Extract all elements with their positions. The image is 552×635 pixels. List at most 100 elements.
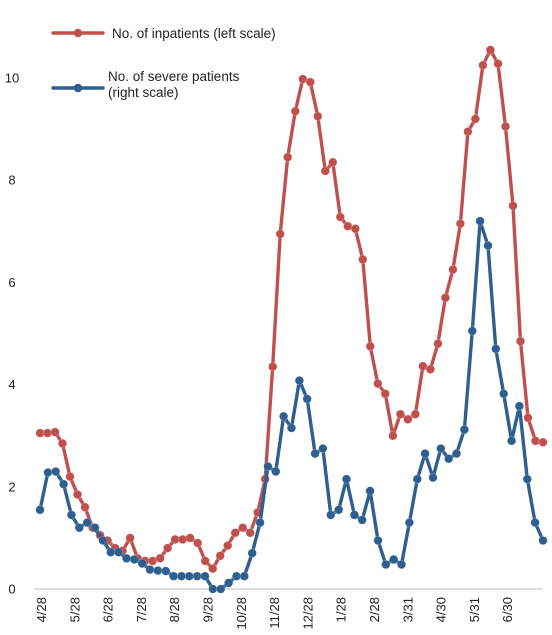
data-point <box>493 59 503 69</box>
data-point <box>216 584 226 594</box>
data-point <box>279 411 289 421</box>
data-point <box>508 201 518 211</box>
data-point <box>381 559 391 570</box>
data-point <box>499 389 509 399</box>
legend: No. of inpatients (left scale) No. of sev… <box>51 26 276 100</box>
data-point <box>178 534 188 545</box>
legend-label: No. of severe patients <box>108 69 240 84</box>
data-point <box>313 111 323 121</box>
data-point <box>538 437 548 447</box>
data-point <box>440 293 451 303</box>
x-tick-label: 12/28 <box>300 597 315 630</box>
data-point <box>72 489 83 500</box>
data-point <box>283 152 293 162</box>
data-point <box>373 535 383 546</box>
data-point <box>433 339 443 349</box>
data-point <box>231 571 242 581</box>
x-tick-label: 11/28 <box>267 597 282 629</box>
data-point <box>223 540 233 551</box>
data-point <box>404 517 415 528</box>
data-point <box>35 505 45 515</box>
data-point <box>318 443 328 454</box>
data-point <box>161 566 171 576</box>
data-point <box>176 571 187 581</box>
data-point <box>396 559 407 570</box>
data-point <box>247 548 257 558</box>
data-point <box>403 414 413 424</box>
data-point <box>305 77 315 87</box>
data-point <box>185 533 195 543</box>
data-point <box>50 427 60 437</box>
series-line <box>38 219 545 591</box>
data-point <box>388 431 398 441</box>
data-point <box>365 486 375 496</box>
x-tick-label: 6/28 <box>101 597 116 622</box>
data-point <box>310 449 320 459</box>
data-point <box>43 467 53 478</box>
x-tick-label: 2/28 <box>367 597 382 622</box>
data-point <box>275 229 285 239</box>
y-tick-label: 8 <box>8 173 15 188</box>
legend-entry: No. of severe patients(right scale) <box>51 69 240 100</box>
data-point <box>230 528 240 538</box>
legend-swatch-marker <box>73 83 83 93</box>
y-tick-label: 6 <box>8 275 15 290</box>
legend-label: No. of inpatients (left scale) <box>112 26 276 41</box>
data-point <box>200 556 210 566</box>
data-point <box>530 517 540 528</box>
legend-swatch-marker <box>73 28 83 38</box>
data-point <box>349 510 360 520</box>
data-point <box>129 554 139 565</box>
data-point <box>320 166 330 176</box>
y-tick-label: 10 <box>5 71 19 86</box>
data-point <box>455 219 466 229</box>
data-point <box>193 538 203 548</box>
data-point <box>459 425 470 435</box>
x-tick-label: 6/30 <box>500 597 515 622</box>
data-point <box>208 563 218 574</box>
data-point <box>350 224 360 234</box>
data-point <box>491 344 501 354</box>
data-point <box>475 216 485 226</box>
data-point <box>245 528 255 538</box>
data-point <box>302 394 312 404</box>
x-tick-label: 7/28 <box>134 597 149 622</box>
data-point <box>326 510 336 520</box>
data-point <box>263 461 273 472</box>
data-point <box>271 466 281 477</box>
y-tick-label: 0 <box>8 582 15 597</box>
x-tick-label: 4/30 <box>434 597 449 622</box>
x-tick-label: 3/31 <box>400 597 415 622</box>
data-point <box>239 571 249 581</box>
data-point <box>155 553 165 563</box>
data-point <box>522 474 532 484</box>
data-point <box>268 362 278 372</box>
x-tick-label: 10/28 <box>234 597 249 630</box>
data-point <box>420 449 430 459</box>
data-point <box>444 454 454 464</box>
data-point <box>255 517 265 528</box>
data-point <box>467 326 477 336</box>
data-point <box>238 523 248 533</box>
data-point <box>137 558 147 569</box>
data-point <box>530 436 541 446</box>
x-tick-label: 4/28 <box>34 597 49 622</box>
data-point <box>145 564 155 575</box>
data-point <box>58 479 69 489</box>
data-point <box>538 535 548 546</box>
data-point <box>51 466 61 477</box>
data-point <box>523 413 533 423</box>
data-point <box>451 449 462 459</box>
data-point <box>106 547 116 557</box>
legend-entry: No. of inpatients (left scale) <box>51 26 276 41</box>
data-point <box>418 361 428 371</box>
data-point <box>208 584 218 594</box>
data-point <box>290 106 300 116</box>
x-tick-label: 5/28 <box>67 597 82 622</box>
data-point <box>395 409 406 419</box>
data-point <box>184 571 194 581</box>
data-point <box>436 443 446 454</box>
data-point <box>412 474 422 484</box>
legend-label: (right scale) <box>108 85 179 100</box>
